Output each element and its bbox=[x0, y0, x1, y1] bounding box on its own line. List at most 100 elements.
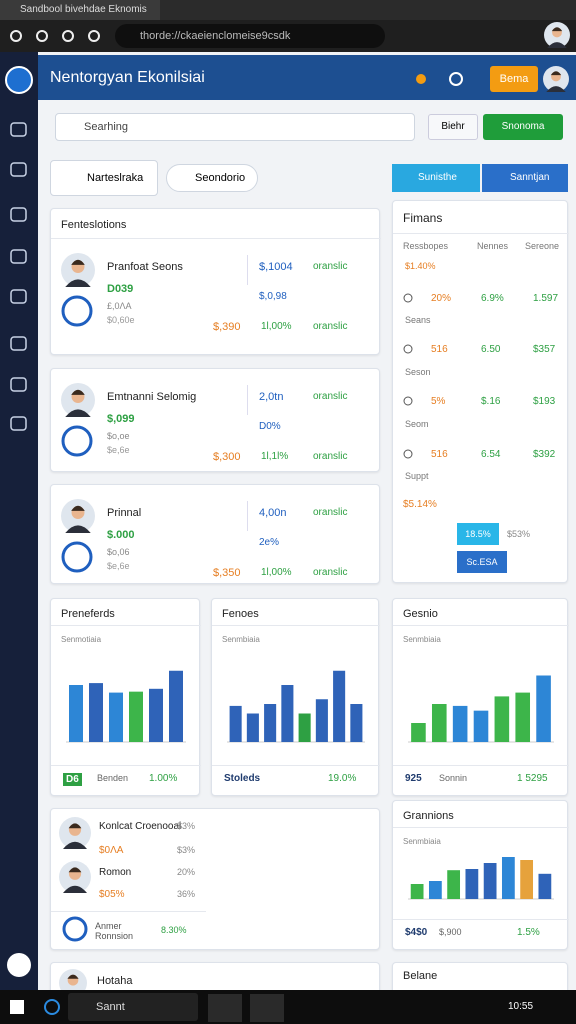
person-label: $05% bbox=[99, 889, 125, 900]
list-card[interactable]: Fenteslotions Pranfoat Seons D039 £,0ΛA $0,6… bbox=[50, 208, 381, 355]
bar bbox=[149, 688, 163, 742]
divider bbox=[51, 625, 201, 626]
bar-plot bbox=[66, 670, 186, 743]
partial-title: Belane bbox=[403, 970, 438, 982]
chart-subtitle: Senmbiaia bbox=[403, 837, 441, 846]
filter-button[interactable]: Biehr bbox=[428, 114, 478, 140]
footer-value: 1 5295 bbox=[517, 773, 548, 784]
row-value: 6.50 bbox=[481, 344, 501, 355]
divider bbox=[393, 919, 569, 920]
row-label: Seom bbox=[405, 419, 429, 429]
bar-plot bbox=[408, 857, 554, 900]
divider bbox=[51, 911, 206, 912]
row-value: 6.9% bbox=[481, 293, 504, 304]
list-card[interactable]: Emtnanni Selomig $,099 $o,oe $e,6e 2,0tn oran… bbox=[50, 368, 380, 472]
tab-button[interactable]: Seondorio bbox=[166, 164, 258, 192]
person-name: Pranfoat Seons bbox=[107, 261, 183, 273]
amount-a: $.000 bbox=[107, 529, 135, 541]
chart-card: Grannions Senmbiaia $4$0 $,900 1.5% bbox=[392, 800, 569, 950]
avatar-body bbox=[63, 841, 87, 849]
panel-button[interactable]: Sc.ESA bbox=[457, 551, 507, 573]
avatar-body bbox=[65, 525, 91, 533]
nav-icon bbox=[10, 30, 22, 42]
chart-subtitle: Senmbiaia bbox=[403, 635, 441, 644]
footer-label: $,900 bbox=[439, 927, 462, 937]
footer-value: 1.5% bbox=[517, 927, 540, 938]
footer-label: Anmer Ronnsion bbox=[95, 921, 134, 941]
primary-button[interactable]: Snonoma bbox=[483, 114, 563, 140]
bar bbox=[536, 675, 551, 742]
status-ring bbox=[61, 295, 93, 327]
divider bbox=[393, 765, 569, 766]
person-label: $0ΛA bbox=[99, 845, 124, 856]
amount-b: $o,06 bbox=[107, 547, 130, 557]
avatar bbox=[544, 22, 570, 48]
icon bbox=[403, 344, 413, 354]
action-button[interactable]: Sunisthe bbox=[392, 164, 480, 192]
bar bbox=[520, 860, 534, 899]
row-icon bbox=[403, 344, 413, 354]
bar bbox=[264, 704, 277, 742]
footer-badge: 925 bbox=[405, 773, 422, 784]
header-button[interactable]: Bema bbox=[490, 66, 538, 92]
chart-title: Gesnio bbox=[403, 608, 438, 620]
divider bbox=[393, 233, 569, 234]
bar bbox=[109, 692, 123, 742]
column-header: Ressbopes bbox=[403, 241, 449, 251]
row-icon bbox=[403, 396, 413, 406]
start bbox=[10, 1000, 24, 1014]
nav-item bbox=[10, 249, 27, 264]
bar bbox=[501, 857, 515, 899]
person-value: $3% bbox=[177, 821, 196, 831]
bar bbox=[169, 670, 183, 742]
nav-item bbox=[10, 162, 27, 177]
avatar-hair bbox=[67, 974, 79, 979]
nav-item bbox=[10, 377, 27, 392]
bar-plot bbox=[227, 670, 365, 743]
status-2: oranslic bbox=[313, 451, 348, 462]
amount: $,390 bbox=[213, 321, 241, 333]
url-text: thorde://ckaeienclomeise9csdk bbox=[140, 30, 291, 42]
avatar-hair bbox=[71, 259, 85, 265]
bar bbox=[465, 869, 479, 899]
row-value: $392 bbox=[533, 449, 556, 460]
sidebar-icons bbox=[5, 66, 33, 977]
row-icon bbox=[403, 293, 413, 303]
taskbar-search[interactable] bbox=[68, 993, 198, 1021]
divider bbox=[212, 765, 380, 766]
partial-title: Hotaha bbox=[97, 975, 133, 987]
divider bbox=[247, 385, 248, 415]
app-title: Nentorgyan Ekonilsiai bbox=[50, 69, 205, 86]
amount-c: $e,6e bbox=[107, 561, 130, 571]
chart-card: Fenoes Senmbiaia Stoleds 19.0% bbox=[211, 598, 380, 796]
tab-button[interactable]: Narteslraka bbox=[50, 160, 158, 196]
bar bbox=[298, 713, 311, 742]
chart-subtitle: Senmbiaia bbox=[222, 635, 260, 644]
action-button[interactable]: Sanntjan bbox=[482, 164, 568, 192]
amount: $,300 bbox=[213, 451, 241, 463]
nav-icon bbox=[88, 30, 100, 42]
icon bbox=[403, 449, 413, 459]
url-bar[interactable] bbox=[115, 24, 385, 48]
bar bbox=[447, 870, 461, 899]
divider bbox=[51, 238, 381, 239]
avatar-body bbox=[65, 279, 91, 287]
avatar-hair bbox=[550, 71, 562, 76]
row-value: $193 bbox=[533, 396, 556, 407]
avatar bbox=[61, 499, 95, 533]
avatar-body bbox=[546, 86, 566, 92]
value-2: $,0,98 bbox=[259, 291, 287, 302]
footer-label: Benden bbox=[97, 773, 129, 783]
bar bbox=[538, 873, 552, 899]
amount-a: D039 bbox=[107, 283, 134, 295]
list-title: Fenteslotions bbox=[61, 219, 127, 231]
user-icon bbox=[449, 72, 463, 86]
footer-value: 1.00% bbox=[149, 773, 178, 784]
amount-c: $e,6e bbox=[107, 445, 130, 455]
search-box[interactable] bbox=[55, 113, 415, 141]
list-card[interactable]: Prinnal $.000 $o,06 $e,6e 4,00n oranslic 2e% $,… bbox=[50, 484, 380, 584]
nav-item bbox=[10, 207, 27, 222]
bar bbox=[350, 704, 363, 742]
status-icon bbox=[61, 425, 93, 457]
